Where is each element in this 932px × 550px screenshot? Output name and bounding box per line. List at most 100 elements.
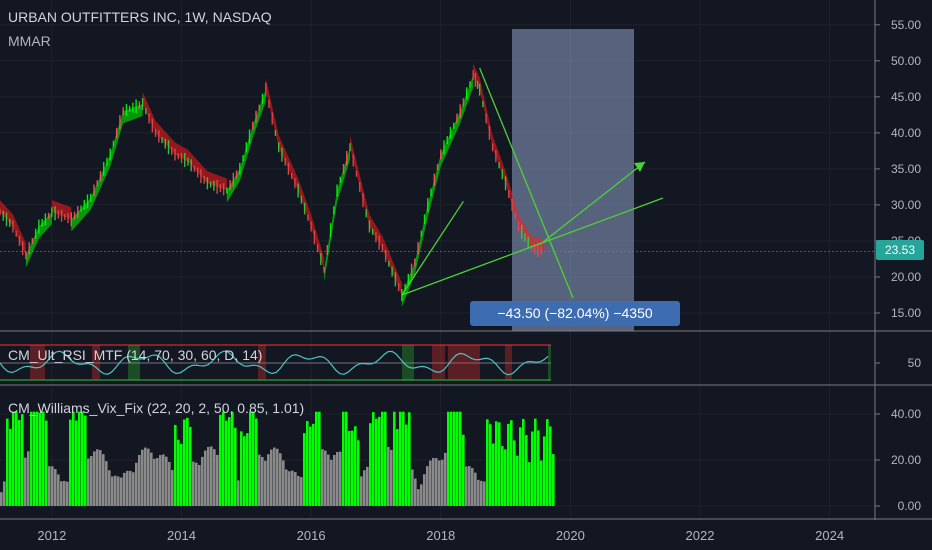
arrow-head [634,162,645,172]
vix-bar [330,459,333,506]
vix-bar [336,452,339,506]
vix-bar [75,420,78,506]
rsi-zone-highlight [432,345,445,380]
vix-bar [84,415,87,506]
vix-bar [27,451,30,506]
vix-bar [360,476,363,506]
vix-bar [285,469,288,506]
vix-y-tick-label: 0.00 [898,499,922,513]
vix-y-tick-label: 20.00 [891,453,921,467]
vix-bar [300,477,303,506]
mmar-ribbon-segment [187,149,208,184]
vix-bar [18,419,21,506]
vix-bar [489,424,492,506]
vix-bar [123,472,126,506]
vix-bar [486,419,489,506]
y-tick-label: 40.00 [891,126,921,140]
vix-bar [507,423,510,506]
trend-lines [401,67,664,299]
vix-bar [315,411,318,506]
vix-bar [498,422,501,506]
vix-bar [327,454,330,506]
vix-y-tick-label: 40.00 [891,407,921,421]
vix-bar [54,469,57,506]
vix-bar [63,480,66,506]
vix-bar [504,449,507,506]
vix-bar [141,449,144,506]
vix-bar [426,466,429,506]
x-tick-label: 2022 [686,528,715,543]
vix-bar [93,451,96,506]
vix-bar [255,418,258,506]
rsi-zone-highlight [505,345,512,380]
vix-bar [519,427,522,506]
x-tick-label: 2014 [167,528,196,543]
vix-bar [186,417,189,506]
vix-indicator-title: CM_Williams_Vix_Fix (22, 20, 2, 50, 0.85… [8,400,305,416]
vix-bar [87,458,90,506]
vix-bar [291,470,294,506]
vix-bar [234,427,237,506]
vix-bar [66,481,69,506]
vix-bar [456,411,459,506]
vix-bar [381,411,384,506]
vix-bar [375,418,378,506]
grid-lines [0,0,875,519]
y-tick-label: 35.00 [891,162,921,176]
vix-bar [48,466,51,506]
vix-bar [321,449,324,506]
mmar-ribbon-segment [473,63,480,90]
mmar-ribbon-segment [25,226,39,268]
price-series [0,63,875,307]
x-tick-label: 2016 [297,528,326,543]
vix-bar [288,471,291,506]
vix-bar [447,411,450,506]
vix-bar [318,411,321,506]
vix-bar [51,466,54,506]
vix-bar [396,429,399,506]
vix-bar [480,480,483,506]
vix-bar [33,411,36,506]
vix-bar [177,439,180,506]
vix-bar [342,411,345,506]
y-tick-label: 15.00 [891,306,921,320]
date-range-highlight[interactable] [512,29,634,331]
vix-bar [540,460,543,506]
vix-bar [15,411,18,506]
mmar-ribbon-segment [414,204,428,275]
vix-bar [468,466,471,506]
vix-bar [516,455,519,506]
vix-bar [180,443,183,506]
vix-bar [105,461,108,506]
vix-bar [252,411,255,506]
vix-bar [168,461,171,506]
vix-bar [6,418,9,506]
vix-bar [408,412,411,506]
vix-bar [72,411,75,506]
y-tick-label: 45.00 [891,90,921,104]
vix-bar [126,470,129,506]
chart-title: URBAN OUTFITTERS INC, 1W, NASDAQ [8,9,272,25]
rsi-y-tick-label: 50 [908,356,922,370]
vix-bar [201,456,204,506]
vix-bar [495,421,498,506]
mmar-ribbon-segment [382,236,402,295]
vix-bar [45,420,48,506]
vix-bar [30,411,33,506]
vix-bar [237,480,240,506]
vix-bar [417,489,420,506]
trendline [401,200,464,296]
x-tick-label: 2020 [556,528,585,543]
vix-bar [246,433,249,506]
vix-bar [423,474,426,506]
rsi-zone-highlight [448,345,480,380]
vix-bar [42,411,45,506]
vix-bar [387,446,390,506]
vix-bar [258,454,261,506]
vix-bar [510,420,513,506]
vix-bar [171,469,174,506]
mmar-ribbon-segment [479,77,493,148]
vix-bar [132,472,135,506]
